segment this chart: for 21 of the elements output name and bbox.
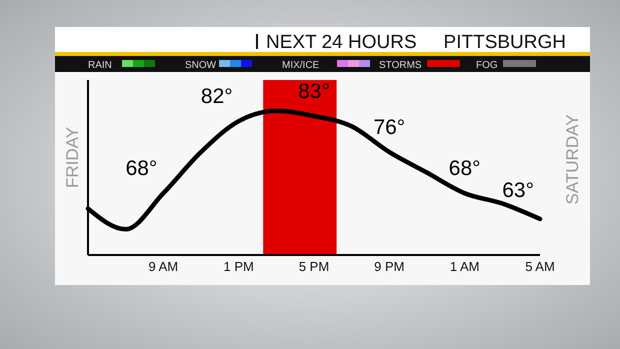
x-tick-label: 5 PM <box>298 259 330 274</box>
text: RAIN <box>88 60 112 71</box>
x-tick-label: 9 PM <box>374 259 405 274</box>
chart-title: NEXT 24 HOURS <box>266 32 417 53</box>
x-tick-label: 9 AM <box>148 259 178 274</box>
text: FRIDAY <box>63 126 82 188</box>
chart-subtitle: PITTSBURGH <box>444 32 566 53</box>
data-label: 68° <box>126 157 158 180</box>
data-label: 83° <box>298 80 330 104</box>
data-label: 76° <box>373 116 406 140</box>
data-label: 82° <box>200 85 233 108</box>
text: SATURDAY <box>563 114 582 205</box>
data-label: 68° <box>448 157 481 180</box>
data-label: 63° <box>502 178 534 202</box>
text: STORMS <box>379 60 422 71</box>
x-tick-label: 5 AM <box>525 259 555 274</box>
text: MIX/ICE <box>282 60 320 71</box>
text: SNOW <box>185 60 217 71</box>
x-tick-label: 1 AM <box>450 259 480 274</box>
text: FOG <box>476 60 498 71</box>
x-tick-label: 1 PM <box>223 259 254 274</box>
